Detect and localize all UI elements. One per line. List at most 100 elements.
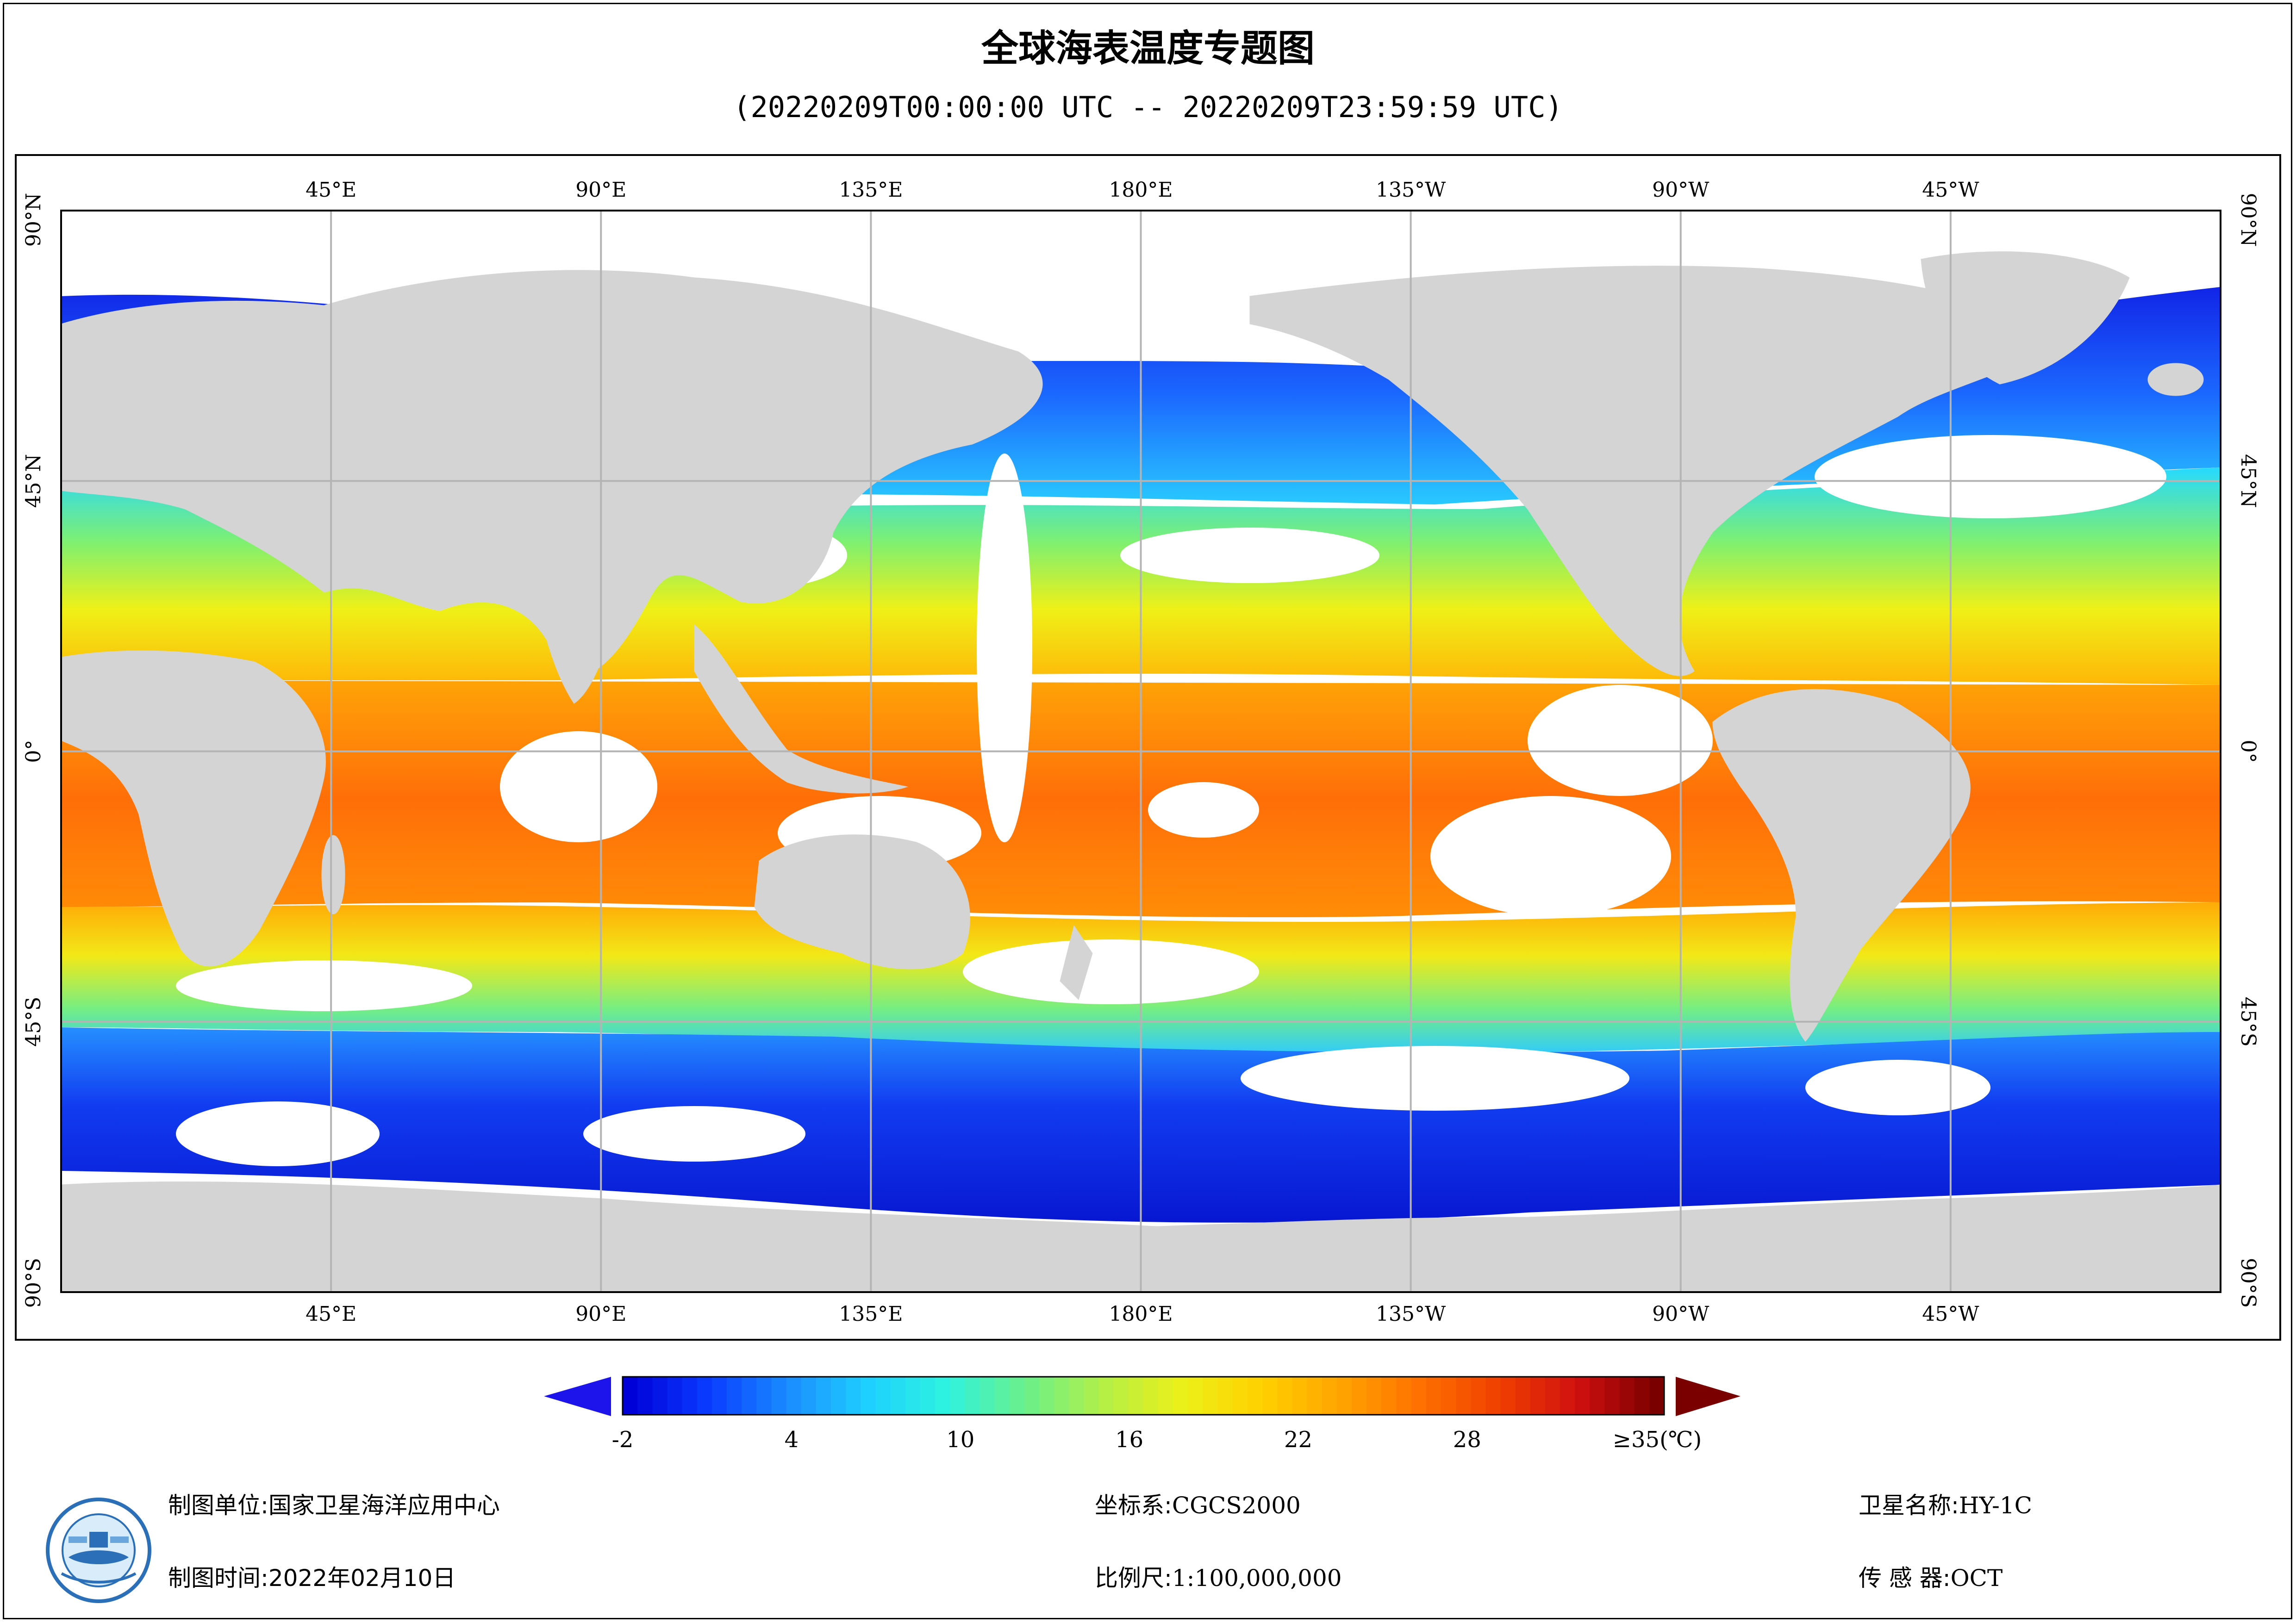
colorbar-cell — [875, 1377, 891, 1415]
colorbar-cell — [1232, 1377, 1248, 1415]
colorbar-cell — [623, 1377, 638, 1415]
colorbar-cell — [697, 1377, 712, 1415]
colorbar-cell — [1456, 1377, 1471, 1415]
colorbar-cell — [1485, 1377, 1501, 1415]
time-info: 制图时间:2022年02月10日 — [168, 1560, 455, 1593]
colorbar-cell — [1366, 1377, 1382, 1415]
satellite-info: 卫星名称:HY-1C — [1859, 1487, 2032, 1520]
lon-label-top: 45°E — [306, 178, 356, 202]
colorbar-cell — [1352, 1377, 1367, 1415]
colorbar-tick-label: 16 — [1115, 1427, 1143, 1453]
colorbar-cell — [1292, 1377, 1308, 1415]
colorbar-cell — [1188, 1377, 1204, 1415]
colorbar-cell — [1054, 1377, 1070, 1415]
colorbar-cell — [1262, 1377, 1278, 1415]
colorbar-cell — [1248, 1377, 1263, 1415]
colorbar-cell — [1173, 1377, 1189, 1415]
colorbar-cell — [667, 1377, 683, 1415]
colorbar-cell — [652, 1377, 668, 1415]
colorbar-cells — [623, 1377, 1665, 1415]
sensor-key: 传 感 器: — [1859, 1565, 1951, 1592]
lat-label-right: 45°S — [2236, 997, 2260, 1047]
lon-label-bottom: 45°E — [306, 1302, 356, 1326]
lon-label-top: 135°W — [1376, 178, 1446, 202]
lat-label-left: 90°N — [22, 193, 45, 247]
colorbar-cell — [682, 1377, 698, 1415]
colorbar-cell — [1009, 1377, 1025, 1415]
colorbar-cell — [1545, 1377, 1560, 1415]
colorbar-cell — [994, 1377, 1010, 1415]
colorbar-cell — [711, 1377, 727, 1415]
colorbar-tick-label: 28 — [1453, 1427, 1481, 1453]
lon-label-top: 90°E — [575, 178, 626, 202]
colorbar-tick-label: ≥35(℃) — [1613, 1427, 1702, 1453]
satellite-key: 卫星名称: — [1859, 1492, 1959, 1519]
lat-label-left: 45°S — [22, 997, 45, 1047]
colorbar-cell — [801, 1377, 817, 1415]
colorbar-cell — [786, 1377, 802, 1415]
colorbar-cell — [905, 1377, 921, 1415]
colorbar-cell — [861, 1377, 876, 1415]
colorbar-cell — [965, 1377, 980, 1415]
colorbar-cell — [935, 1377, 950, 1415]
map-title: 全球海表温度专题图 — [981, 27, 1315, 70]
colorbar-cell — [1039, 1377, 1054, 1415]
time-key: 制图时间: — [168, 1565, 268, 1592]
map-subtitle: (20220209T00:00:00 UTC -- 20220209T23:59… — [733, 90, 1563, 124]
time-value: 2022年02月10日 — [268, 1565, 456, 1592]
colorbar-cell — [1113, 1377, 1129, 1415]
colorbar-cell — [1084, 1377, 1099, 1415]
page-border — [3, 3, 2292, 1619]
producer-key: 制图单位: — [168, 1492, 268, 1519]
lon-label-bottom: 135°W — [1376, 1302, 1446, 1326]
colorbar-cell — [980, 1377, 995, 1415]
colorbar-cell — [950, 1377, 966, 1415]
lon-label-top: 135°E — [839, 178, 903, 202]
colorbar: -2 4 10 16 22 28 ≥35(℃) — [544, 1376, 1741, 1453]
lon-label-top: 45°W — [1922, 178, 1979, 202]
colorbar-cell — [637, 1377, 653, 1415]
colorbar-cell — [727, 1377, 742, 1415]
colorbar-ticks: -2 4 10 16 22 28 ≥35(℃) — [612, 1427, 1702, 1453]
scale-key: 比例尺: — [1095, 1565, 1172, 1592]
scale-value: 1:100,000,000 — [1172, 1565, 1342, 1592]
colorbar-cell — [1128, 1377, 1144, 1415]
colorbar-cell — [1426, 1377, 1441, 1415]
colorbar-cell — [920, 1377, 936, 1415]
colorbar-cell — [1203, 1377, 1218, 1415]
scale-info: 比例尺:1:100,000,000 — [1095, 1560, 1342, 1593]
colorbar-cell — [1396, 1377, 1412, 1415]
colorbar-under-arrow — [544, 1377, 611, 1416]
crs-value: CGCS2000 — [1172, 1492, 1301, 1519]
lon-label-bottom: 90°E — [575, 1302, 626, 1326]
map-raster — [61, 211, 2221, 1292]
colorbar-cell — [890, 1377, 906, 1415]
colorbar-over-arrow — [1676, 1377, 1741, 1416]
colorbar-tick-label: -2 — [612, 1427, 634, 1453]
colorbar-cell — [1530, 1377, 1546, 1415]
producer-value: 国家卫星海洋应用中心 — [268, 1492, 500, 1519]
lat-label-right: 45°N — [2236, 454, 2260, 508]
colorbar-cell — [816, 1377, 831, 1415]
lon-label-bottom: 135°E — [839, 1302, 903, 1326]
colorbar-cell — [1098, 1377, 1114, 1415]
lon-label-top: 90°W — [1652, 178, 1710, 202]
colorbar-cell — [756, 1377, 772, 1415]
colorbar-cell — [1411, 1377, 1427, 1415]
lat-label-left: 0° — [22, 740, 45, 763]
colorbar-cell — [1322, 1377, 1337, 1415]
lon-label-top: 180°E — [1109, 178, 1173, 202]
lon-labels-top: 45°E 90°E 135°E 180°E 135°W 90°W 45°W — [306, 178, 1979, 202]
lat-label-right: 0° — [2236, 740, 2260, 763]
lat-label-left: 90°S — [22, 1258, 45, 1308]
lon-label-bottom: 180°E — [1109, 1302, 1173, 1326]
colorbar-cell — [1336, 1377, 1352, 1415]
nsoas-logo — [46, 1498, 151, 1603]
colorbar-cell — [831, 1377, 846, 1415]
colorbar-cell — [1500, 1377, 1516, 1415]
colorbar-cell — [846, 1377, 861, 1415]
colorbar-cell — [1590, 1377, 1605, 1415]
sensor-info: 传 感 器:OCT — [1859, 1560, 2003, 1593]
colorbar-cell — [1217, 1377, 1233, 1415]
